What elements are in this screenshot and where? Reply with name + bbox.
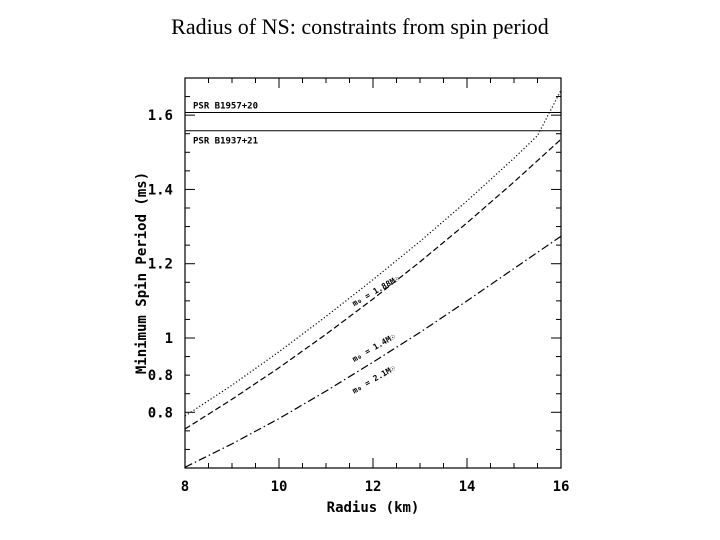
x-tick-label: 16 [553, 479, 570, 495]
series-line [184, 89, 562, 417]
y-tick-label: 0.8 [148, 368, 173, 384]
reference-line-label: PSR B1957+20 [193, 102, 258, 112]
x-axis-label: Radius (km) [327, 500, 420, 516]
curve-label: m₀ = 1.88M☉ [351, 274, 402, 308]
y-tick-label: 1.6 [148, 108, 173, 124]
curve-label: m₀ = 1.4M☉ [351, 332, 397, 364]
y-tick-label: 1 [165, 331, 173, 347]
reference-line-label: PSR B1937+21 [193, 137, 258, 147]
x-tick-label: 14 [459, 479, 476, 495]
series-line [184, 138, 562, 430]
x-tick-label: 8 [181, 479, 189, 495]
y-tick-label: 0.8 [148, 405, 173, 421]
y-tick-label: 1.2 [148, 257, 173, 273]
y-axis-label: Minimum Spin Period (ms) [134, 172, 150, 374]
slide-title: Radius of NS: constraints from spin peri… [171, 14, 549, 39]
x-tick-label: 12 [365, 479, 382, 495]
x-tick-label: 10 [271, 479, 288, 495]
curve-label: m₀ = 2.1M☉ [351, 363, 397, 395]
y-tick-label: 1.4 [148, 182, 173, 198]
